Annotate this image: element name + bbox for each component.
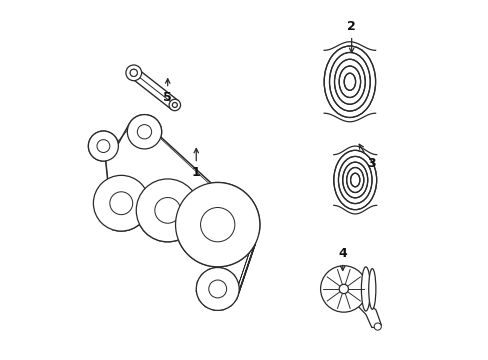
Circle shape — [97, 140, 110, 153]
Ellipse shape — [361, 267, 369, 311]
Circle shape — [169, 99, 180, 111]
Circle shape — [208, 280, 226, 298]
Circle shape — [196, 267, 239, 310]
Text: 3: 3 — [359, 144, 375, 170]
Circle shape — [339, 284, 348, 294]
Circle shape — [110, 192, 132, 215]
Circle shape — [175, 183, 259, 267]
Text: 5: 5 — [163, 79, 172, 104]
Circle shape — [127, 114, 162, 149]
Polygon shape — [352, 298, 381, 328]
Circle shape — [88, 131, 118, 161]
Circle shape — [155, 198, 180, 223]
Circle shape — [200, 207, 234, 242]
Circle shape — [320, 266, 366, 312]
Polygon shape — [88, 114, 259, 310]
Circle shape — [137, 125, 151, 139]
Circle shape — [130, 69, 137, 76]
Text: 4: 4 — [338, 247, 346, 270]
Circle shape — [136, 179, 199, 242]
Circle shape — [172, 103, 177, 108]
Ellipse shape — [324, 46, 375, 117]
Ellipse shape — [333, 150, 376, 210]
Circle shape — [93, 175, 149, 231]
Circle shape — [373, 323, 381, 330]
Ellipse shape — [368, 269, 375, 309]
Circle shape — [315, 261, 371, 317]
Circle shape — [125, 65, 142, 81]
Text: 1: 1 — [191, 148, 200, 179]
Circle shape — [130, 69, 137, 76]
Text: 2: 2 — [346, 20, 355, 53]
